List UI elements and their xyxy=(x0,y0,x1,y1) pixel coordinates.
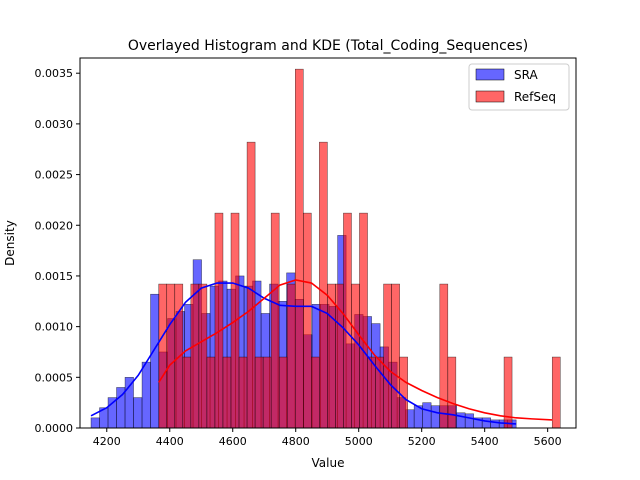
x-tick-label: 4800 xyxy=(282,435,310,448)
x-axis-ticks: 4200 4400 4600 4800 5000 5200 5400 5600 xyxy=(93,428,562,448)
refseq-bar xyxy=(295,68,304,429)
y-tick-label: 0.0000 xyxy=(35,422,74,435)
refseq-bar xyxy=(182,356,192,429)
refseq-bar xyxy=(359,212,368,429)
refseq-bar xyxy=(447,356,457,429)
sra-bar xyxy=(422,402,432,429)
sra-bar xyxy=(464,413,474,429)
x-tick-label: 4200 xyxy=(93,435,121,448)
refseq-bar xyxy=(551,356,561,429)
legend: SRA RefSeq xyxy=(468,63,570,111)
refseq-bar xyxy=(327,283,336,429)
x-tick-label: 5400 xyxy=(471,435,499,448)
y-tick-label: 0.0010 xyxy=(35,321,74,334)
refseq-bar xyxy=(367,356,376,429)
refseq-bar xyxy=(351,283,360,429)
refseq-bar xyxy=(214,212,224,429)
chart-title: Overlayed Histogram and KDE (Total_Codin… xyxy=(128,38,528,54)
sra-bar xyxy=(90,417,100,429)
refseq-bar xyxy=(198,283,208,429)
x-tick-label: 5600 xyxy=(534,435,562,448)
sra-bar xyxy=(133,397,143,429)
legend-label-refseq: RefSeq xyxy=(514,90,556,104)
sra-kde-line xyxy=(90,282,517,425)
y-tick-label: 0.0030 xyxy=(35,118,74,131)
x-tick-label: 4600 xyxy=(219,435,247,448)
legend-swatch-refseq xyxy=(475,90,505,103)
refseq-bar xyxy=(254,356,264,429)
refseq-kde-line xyxy=(158,279,553,421)
plot-frame xyxy=(79,57,577,429)
sra-bar xyxy=(150,293,160,429)
x-axis-label: Value xyxy=(312,456,345,470)
refseq-bar xyxy=(270,212,280,429)
refseq-bar xyxy=(439,283,449,429)
x-tick-label: 5200 xyxy=(408,435,436,448)
refseq-bar xyxy=(246,141,256,429)
y-axis-ticks: 0.0000 0.0005 0.0010 0.0015 0.0020 0.0025 0.00… xyxy=(35,67,80,435)
refseq-bar xyxy=(399,356,408,429)
y-tick-label: 0.0020 xyxy=(35,219,74,232)
refseq-bar xyxy=(238,356,248,429)
sra-bar xyxy=(430,405,440,429)
y-tick-label: 0.0005 xyxy=(35,371,74,384)
refseq-bar xyxy=(262,356,272,429)
refseq-bar xyxy=(206,356,216,429)
x-tick-label: 4400 xyxy=(156,435,184,448)
refseq-bar xyxy=(383,283,392,429)
y-axis-label: Density xyxy=(3,220,17,266)
legend-label-sra: SRA xyxy=(514,68,538,82)
refseq-bar xyxy=(222,356,232,429)
refseq-bar xyxy=(391,283,400,429)
legend-swatch-sra xyxy=(475,68,505,81)
x-tick-label: 5000 xyxy=(345,435,373,448)
refseq-bar xyxy=(158,283,168,429)
sra-bar xyxy=(124,377,134,429)
refseq-bar xyxy=(190,283,200,429)
refseq-bar xyxy=(278,356,288,429)
y-tick-label: 0.0025 xyxy=(35,169,74,182)
kde-lines-group xyxy=(90,279,553,425)
refseq-bar xyxy=(303,212,312,429)
refseq-bar xyxy=(166,283,176,429)
refseq-bar xyxy=(319,141,328,429)
sra-bar xyxy=(141,361,151,429)
refseq-bar xyxy=(311,356,320,429)
y-tick-label: 0.0015 xyxy=(35,270,74,283)
sra-bar xyxy=(481,417,491,429)
y-tick-label: 0.0035 xyxy=(35,67,74,80)
